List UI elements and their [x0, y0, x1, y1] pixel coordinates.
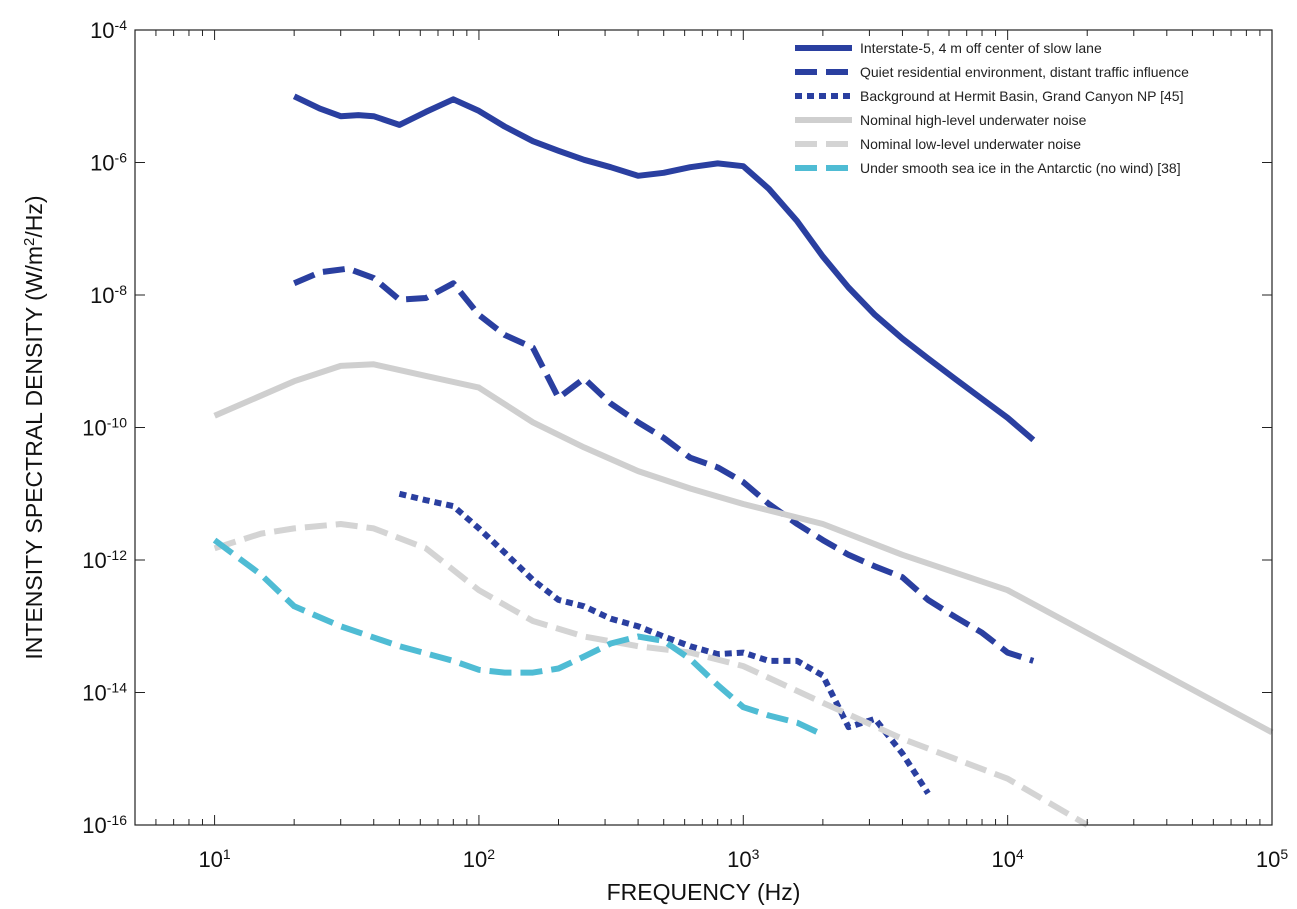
legend-item-2: Quiet residential environment, distant t… [795, 64, 1189, 80]
series-line-5 [213, 521, 1089, 828]
x-tick-label-exp: 1 [223, 846, 231, 862]
series-line-4 [213, 361, 1274, 736]
x-tick-label: 102 [463, 846, 495, 872]
y-axis-title-main: INTENSITY SPECTRAL DENSITY (W/m [21, 246, 47, 660]
y-tick-label-exp: -6 [115, 150, 128, 166]
legend-label: Quiet residential environment, distant t… [860, 64, 1189, 80]
y-axis-title-unit: /Hz) [21, 195, 47, 237]
y-tick-label-base: 10 [90, 18, 114, 43]
legend-item-5: Nominal low-level underwater noise [795, 136, 1081, 152]
y-tick-label-exp: -16 [107, 812, 127, 828]
x-tick-label-exp: 3 [752, 846, 760, 862]
y-tick-label: 10-10 [82, 415, 127, 441]
y-tick-label-exp: -12 [107, 547, 127, 563]
x-tick-label: 103 [727, 846, 759, 872]
y-tick-label: 10-12 [82, 547, 127, 573]
x-tick-label-base: 10 [463, 847, 487, 872]
y-tick-label-base: 10 [90, 283, 114, 308]
y-tick-label: 10-16 [82, 812, 127, 838]
y-tick-label: 10-6 [90, 150, 127, 176]
y-tick-label: 10-8 [90, 282, 127, 308]
series-line-1 [292, 93, 1036, 443]
series-line-2 [293, 265, 1035, 664]
legend-label: Under smooth sea ice in the Antarctic (n… [860, 160, 1181, 176]
x-tick-labels: 101 102 103 104 105 [198, 846, 1288, 872]
y-axis-title: INTENSITY SPECTRAL DENSITY (W/m2/Hz) [21, 195, 48, 659]
legend-label: Interstate-5, 4 m off center of slow lan… [860, 40, 1102, 56]
y-tick-label-exp: -10 [107, 415, 127, 431]
x-tick-label-exp: 2 [487, 846, 495, 862]
x-tick-label: 101 [198, 846, 230, 872]
x-tick-label-exp: 4 [1016, 846, 1024, 862]
legend-label: Background at Hermit Basin, Grand Canyon… [860, 88, 1183, 104]
x-tick-label: 105 [1256, 846, 1288, 872]
series-line-6 [212, 537, 825, 738]
y-tick-label-exp: -4 [115, 17, 128, 33]
x-tick-label-base: 10 [1256, 847, 1280, 872]
legend-item-6: Under smooth sea ice in the Antarctic (n… [795, 160, 1181, 176]
legend-label: Nominal high-level underwater noise [860, 112, 1087, 128]
legend: Interstate-5, 4 m off center of slow lan… [795, 40, 1189, 176]
series-line-3 [398, 490, 931, 796]
x-axis-title: FREQUENCY (Hz) [607, 879, 801, 905]
y-tick-label-base: 10 [82, 813, 106, 838]
y-tick-label-exp: -14 [107, 680, 127, 696]
y-tick-label-base: 10 [82, 416, 106, 441]
tick-marks [134, 29, 1273, 826]
y-tick-label: 10-4 [90, 17, 127, 43]
plot-frame [134, 29, 1273, 826]
y-tick-label-base: 10 [90, 151, 114, 176]
legend-label: Nominal low-level underwater noise [860, 136, 1081, 152]
legend-item-3: Background at Hermit Basin, Grand Canyon… [795, 88, 1183, 104]
x-tick-label-base: 10 [992, 847, 1016, 872]
series-layer [212, 93, 1274, 828]
x-tick-label: 104 [992, 846, 1024, 872]
y-axis-title-sup: 2 [21, 238, 38, 246]
y-tick-label: 10-14 [82, 680, 127, 706]
x-tick-label-base: 10 [727, 847, 751, 872]
y-tick-label-base: 10 [82, 548, 106, 573]
x-tick-label-exp: 5 [1280, 846, 1288, 862]
y-tick-label-base: 10 [82, 681, 106, 706]
x-tick-label-base: 10 [198, 847, 222, 872]
y-tick-label-exp: -8 [115, 282, 128, 298]
legend-item-1: Interstate-5, 4 m off center of slow lan… [795, 40, 1102, 56]
legend-item-4: Nominal high-level underwater noise [795, 112, 1087, 128]
